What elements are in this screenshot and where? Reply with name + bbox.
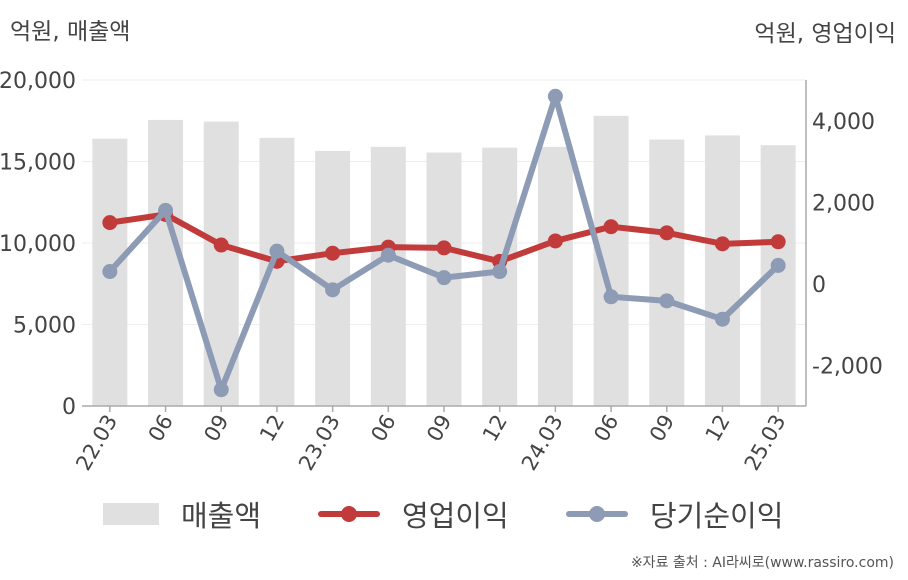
revenue-bar [704, 135, 740, 407]
x-tick-label: 12 [701, 411, 735, 446]
x-tick-label: 06 [589, 411, 623, 446]
legend-label-net-profit: 당기순이익 [650, 499, 784, 533]
x-tick-label: 06 [366, 411, 400, 446]
net-profit-point [659, 293, 675, 309]
revenue-bar [649, 139, 685, 406]
x-tick-label: 12 [255, 411, 289, 446]
x-tick-label: 09 [422, 411, 456, 446]
x-tick-label: 22.03 [71, 411, 122, 475]
operating-profit-point [102, 215, 118, 231]
operating-profit-point [213, 237, 229, 253]
net-profit-point [380, 247, 396, 263]
right-tick-label: 4,000 [812, 110, 875, 135]
operating-profit-point [547, 233, 563, 249]
legend-item-operating-profit: 영업이익 [318, 492, 509, 536]
right-tick-label: 0 [812, 273, 826, 298]
operating-profit-point [436, 240, 452, 256]
left-axis-unit-label: 억원, 매출액 [10, 19, 131, 45]
legend-item-revenue: 매출액 [103, 492, 261, 536]
revenue-bar [148, 119, 184, 406]
net-profit-point [603, 289, 619, 305]
operating-profit-point [714, 236, 730, 252]
net-profit-point [436, 270, 452, 286]
operating-profit-point [770, 234, 786, 250]
net-profit-point [325, 282, 341, 298]
revenue-bar [259, 137, 295, 407]
net-profit-point [158, 202, 174, 218]
x-tick-label: 06 [144, 411, 178, 446]
x-tick-label: 12 [478, 411, 512, 446]
left-tick-label: 15,000 [0, 151, 76, 176]
x-tick-label: 25.03 [740, 411, 791, 475]
legend-item-net-profit: 당기순이익 [566, 492, 783, 536]
x-tick-label: 09 [199, 411, 233, 446]
x-tick-label: 09 [645, 411, 679, 446]
net-profit-series [102, 88, 786, 398]
net-profit-point [269, 243, 285, 259]
legend-label-revenue: 매출액 [181, 499, 262, 533]
right-tick-label: 2,000 [812, 191, 875, 216]
operating-profit-series [102, 206, 786, 269]
left-tick-label: 10,000 [0, 232, 76, 257]
net-profit-point [213, 382, 229, 398]
left-tick-label: 5,000 [13, 314, 76, 339]
revenue-bars [92, 115, 796, 407]
axes [82, 80, 807, 412]
right-tick-label: -2,000 [812, 354, 883, 379]
x-tick-label: 23.03 [294, 411, 345, 475]
legend-swatch-revenue [103, 503, 159, 525]
revenue-bar [537, 146, 573, 406]
net-profit-point [492, 264, 508, 280]
source-credit: ※자료 출처 : AI라씨로(www.rassiro.com) [630, 555, 894, 571]
chart-legend: 매출액 영업이익 당기순이익 [0, 492, 908, 536]
operating-profit-point [659, 225, 675, 241]
legend-swatch-operating-profit [318, 503, 380, 525]
net-profit-point [547, 88, 563, 104]
operating-profit-point [325, 245, 341, 261]
right-axis-unit-label: 억원, 영업이익 [754, 21, 896, 47]
operating-profit-point [603, 219, 619, 235]
left-tick-label: 20,000 [0, 69, 76, 94]
net-profit-point [714, 311, 730, 327]
legend-label-operating-profit: 영업이익 [402, 499, 509, 533]
legend-swatch-net-profit [566, 503, 628, 525]
x-tick-label: 24.03 [517, 411, 568, 475]
revenue-bar [370, 146, 406, 406]
net-profit-point [102, 264, 118, 280]
net-profit-point [770, 257, 786, 273]
left-tick-label: 0 [62, 395, 76, 420]
